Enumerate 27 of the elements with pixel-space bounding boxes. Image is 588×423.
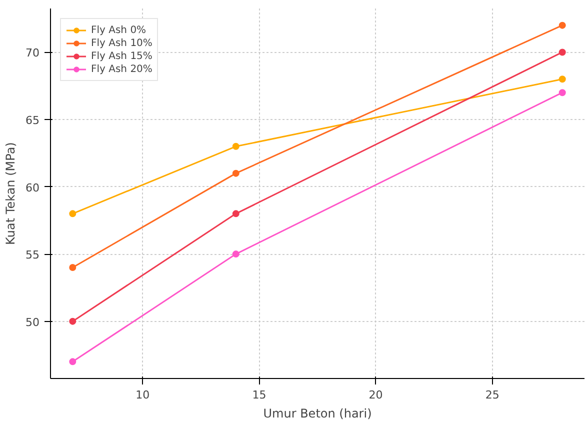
legend-label: Fly Ash 10% [91, 37, 152, 49]
point [558, 22, 566, 29]
x-axis-title: Umur Beton (hari) [263, 406, 372, 420]
point [232, 142, 240, 150]
y-tick-label: 55 [26, 248, 40, 262]
x-tick-label: 25 [485, 388, 500, 402]
y-tick-label: 50 [26, 316, 40, 329]
point [69, 210, 76, 218]
point [558, 89, 566, 96]
legend-label: Fly Ash 20% [91, 63, 152, 75]
point [232, 170, 240, 177]
y-tick-label: 70 [26, 46, 40, 60]
point [69, 318, 76, 325]
point [558, 76, 566, 83]
point [69, 264, 76, 271]
y-tick-label: 60 [26, 181, 40, 194]
point [69, 358, 76, 366]
point [232, 210, 240, 218]
y-axis-title: Kuat Tekan (MPa) [4, 142, 18, 245]
y-tick-label: 65 [26, 114, 40, 127]
legend-label: Fly Ash 15% [91, 50, 152, 62]
point [232, 250, 240, 258]
x-tick-label: 20 [368, 388, 383, 402]
point [558, 48, 566, 56]
x-tick-label: 15 [252, 388, 266, 402]
x-tick-label: 10 [136, 388, 150, 402]
legend-label: Fly Ash 0% [91, 24, 146, 36]
